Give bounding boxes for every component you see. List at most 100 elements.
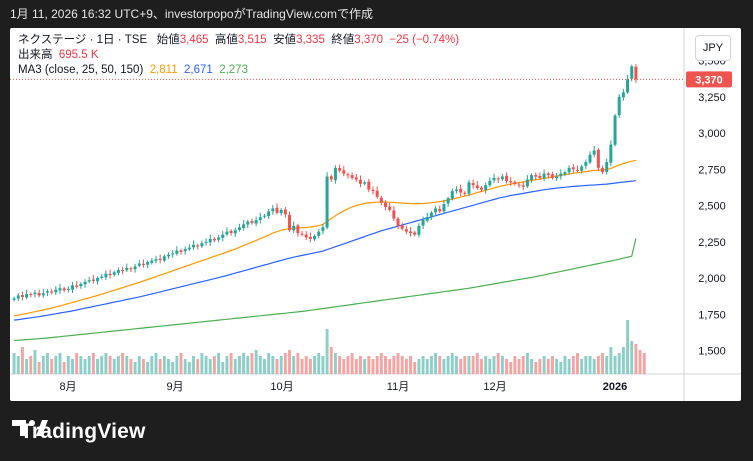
candle-body: [492, 177, 496, 181]
candle-body: [83, 281, 87, 285]
y-tick-label: 3,500: [698, 56, 726, 68]
symbol-label[interactable]: ネクステージ · 1日 · TSE: [18, 34, 148, 46]
candle-body: [100, 276, 104, 278]
volume-bar: [555, 359, 559, 374]
volume-bar: [66, 356, 70, 374]
candle-body: [342, 170, 346, 174]
volume-bar: [542, 356, 546, 374]
candle-body: [567, 167, 571, 173]
candle-body: [333, 167, 337, 181]
candle-body: [204, 241, 208, 243]
x-tick-label: 9月: [166, 381, 183, 393]
chart-caption: 1月 11, 2026 16:32 UTC+9、investorpopoがTra…: [10, 7, 373, 21]
volume-bar: [150, 356, 154, 374]
candle-body: [534, 175, 538, 177]
volume-bar: [171, 362, 175, 374]
y-tick-label: 2,750: [698, 164, 726, 176]
volume-bar: [354, 359, 358, 374]
volume-bar: [317, 353, 321, 374]
candle-body: [192, 244, 196, 248]
volume-bar: [425, 359, 429, 374]
volume-bar: [480, 359, 483, 374]
volume-label[interactable]: 出来高: [18, 49, 53, 61]
candle-body: [634, 66, 638, 80]
y-tick-label: 1,500: [698, 346, 726, 358]
volume-bar: [250, 353, 254, 374]
volume-bar: [308, 359, 312, 374]
volume-bar: [237, 356, 241, 374]
candle-body: [212, 238, 216, 241]
volume-bar: [525, 353, 529, 374]
x-tick-label: 8月: [59, 381, 76, 393]
volume-bar: [359, 356, 362, 374]
volume-bar: [208, 359, 212, 374]
candle-body: [454, 189, 458, 191]
volume-bar: [112, 359, 116, 374]
volume-bar: [179, 353, 183, 374]
volume-bar: [242, 353, 246, 374]
candle-body: [484, 185, 488, 191]
volume-bar: [75, 353, 79, 374]
volume-bar: [454, 356, 458, 374]
candle-body: [16, 295, 20, 299]
candle-body: [96, 278, 100, 282]
candle-body: [162, 256, 166, 261]
candle-body: [626, 79, 630, 93]
candle-body: [254, 220, 258, 224]
candle-body: [258, 217, 262, 221]
candle-body: [225, 231, 229, 235]
volume-bar: [50, 359, 54, 374]
candle-body: [237, 227, 241, 230]
x-tick-label: 10月: [270, 381, 293, 393]
close-value: 3,370: [354, 34, 384, 46]
candle-body: [617, 96, 621, 116]
chart-legend: ネクステージ · 1日 · TSE 始値3,465 高値3,515 安値3,33…: [18, 33, 459, 78]
candlestick-chart[interactable]: 3,500 3,250 3,000 2,750 2,500 2,250 2,000 1,750…: [10, 28, 741, 401]
volume-bar: [162, 356, 166, 374]
volume-bar: [417, 359, 421, 374]
candle-body: [446, 198, 450, 204]
candle-body: [175, 250, 179, 254]
candle-body: [575, 169, 579, 171]
volume-bar: [338, 356, 342, 374]
candle-body: [179, 250, 183, 252]
volume-bar: [283, 353, 287, 374]
candle-body: [396, 218, 400, 226]
open-value: 3,465: [179, 34, 209, 46]
candle-body: [563, 172, 567, 175]
candle-body: [25, 294, 29, 298]
y-tick-label: 3,000: [698, 128, 726, 140]
tradingview-logo[interactable]: TradingView: [12, 418, 146, 446]
ma-label[interactable]: MA3 (close, 25, 50, 150): [18, 64, 144, 76]
volume-bar: [158, 359, 162, 374]
x-tick-label: 2026: [603, 381, 627, 393]
candle-body: [217, 237, 221, 240]
ma50-value: 2,671: [184, 64, 213, 76]
volume-bar: [409, 356, 413, 374]
currency-button[interactable]: JPY: [695, 35, 731, 61]
candle-body: [166, 254, 171, 257]
volume-bar: [62, 362, 66, 374]
volume-bar: [304, 356, 308, 374]
candle-body: [45, 291, 49, 293]
volume-bar: [200, 353, 204, 374]
volume-bar: [116, 356, 120, 374]
volume-bar: [421, 356, 425, 374]
volume-bar: [450, 353, 454, 374]
candle-body: [417, 225, 421, 235]
candle-body: [471, 183, 475, 186]
volume-bar: [621, 347, 625, 374]
volume-bar: [154, 353, 158, 374]
candle-body: [79, 283, 83, 287]
volume-bar: [509, 362, 513, 374]
candle-body: [505, 175, 509, 181]
chart-panel[interactable]: ネクステージ · 1日 · TSE 始値3,465 高値3,515 安値3,33…: [10, 28, 741, 401]
volume-bar: [204, 356, 208, 374]
candle-body: [154, 259, 158, 261]
candle-body: [354, 177, 358, 180]
volume-bar: [550, 356, 554, 374]
candle-body: [317, 231, 321, 236]
candle-body: [288, 214, 292, 231]
y-tick-label: 1,750: [698, 309, 726, 321]
candle-body: [438, 209, 442, 212]
